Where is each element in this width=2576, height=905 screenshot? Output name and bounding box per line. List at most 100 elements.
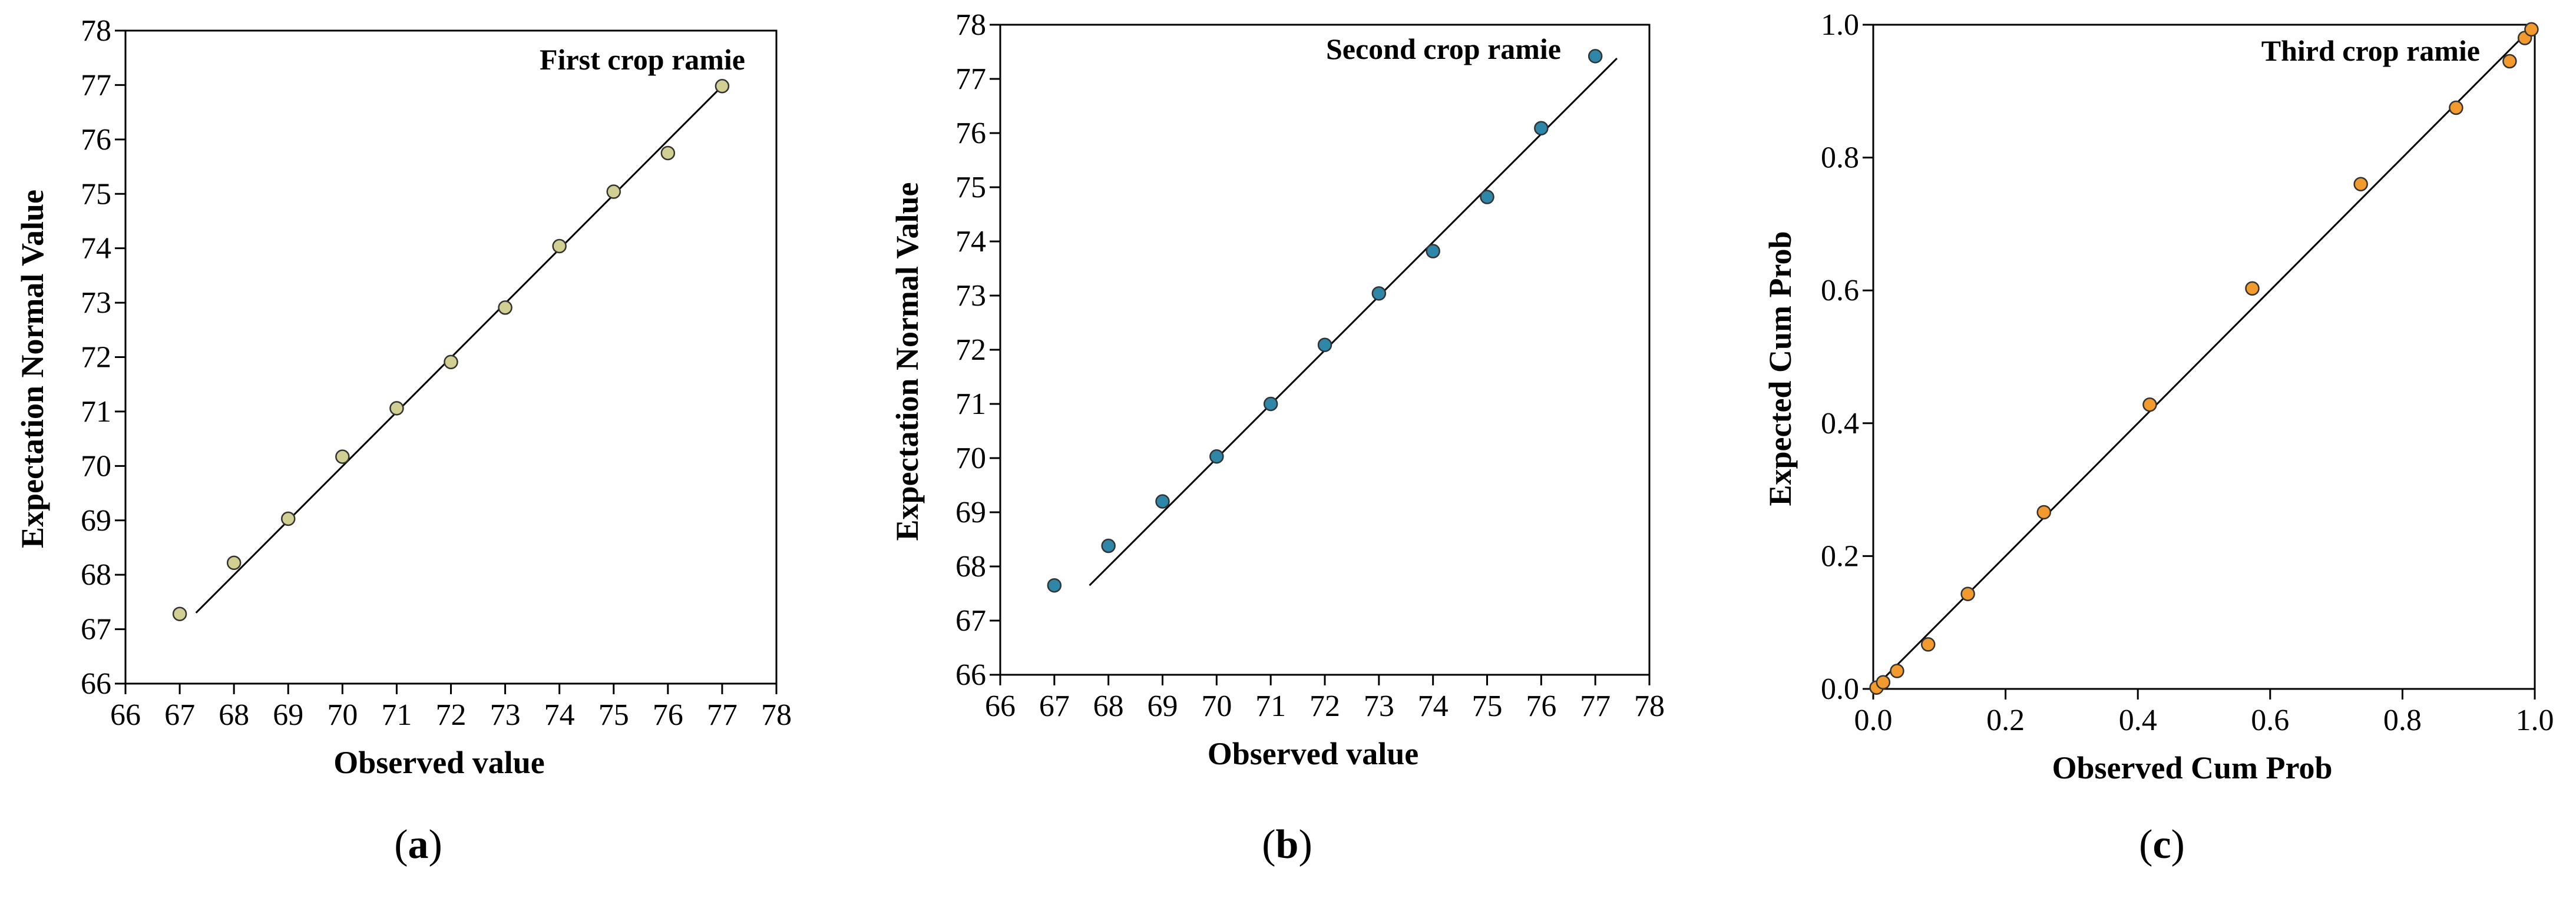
x-tick-label-b: 70 [1201,689,1232,723]
chart-b: 66 67 68 69 70 71 72 73 74 75 76 77 78 66 67 68 69 70 71 72… [889,8,1665,771]
x-tick-label-a: 75 [598,698,629,732]
data-point-b [1155,494,1170,509]
y-axis-label-b: Expectation Normal Value [889,182,925,541]
x-tick-label-a: 72 [436,698,467,732]
plot-frame-c [1872,24,2536,690]
x-tick-label-a: 69 [273,698,303,732]
y-tick-label-b: 70 [955,442,986,475]
x-tick-label-b: 78 [1634,689,1665,723]
y-tick-label-c: 0.8 [1821,141,1859,175]
data-point-a [172,606,187,621]
data-point-a [552,238,567,254]
y-tick-label-a: 73 [81,286,111,320]
data-point-c [2353,177,2368,191]
chart-title-b: Second crop ramie [1326,32,1561,65]
data-point-c [1960,586,1975,601]
data-point-b [1047,578,1062,593]
y-tick-label-a: 70 [81,449,111,483]
y-tick-label-c: 1.0 [1821,8,1859,42]
y-tick-label-c: 0.2 [1821,539,1859,573]
y-tick-label-b: 66 [955,658,986,692]
data-point-c [2142,397,2157,412]
x-tick-label-b: 73 [1364,689,1394,723]
y-tick-label-b: 78 [955,8,986,42]
reference-line-b [1089,57,1618,586]
data-point-a [498,300,512,315]
x-tick-label-a: 76 [653,698,683,732]
y-tick-label-b: 72 [955,333,986,367]
y-tick-label-b: 75 [955,171,986,204]
y-tick-label-a: 66 [81,667,111,701]
data-point-b [1588,49,1603,64]
caption-a: (a) [394,822,442,867]
x-tick-label-c: 0.6 [2251,704,2289,737]
data-point-b [1534,121,1549,135]
x-tick-label-b: 69 [1148,689,1178,723]
x-tick-label-b: 74 [1418,689,1449,723]
y-tick-label-b: 67 [955,604,986,638]
y-tick-label-a: 78 [81,14,111,48]
y-tick-label-b: 77 [955,62,986,96]
x-tick-label-a: 71 [381,698,412,732]
data-point-a [715,79,730,94]
data-point-a [606,184,621,199]
x-tick-label-b: 66 [985,689,1016,723]
data-point-b [1263,396,1278,412]
x-tick-label-b: 76 [1526,689,1556,723]
x-tick-label-a: 66 [110,698,141,732]
x-tick-label-a: 68 [219,698,249,732]
data-point-c [1890,664,1904,678]
data-point-c [2502,54,2517,69]
y-tick-label-c: 0.6 [1821,274,1859,307]
data-point-c [2036,505,2051,520]
data-point-b [1209,449,1224,464]
data-point-a [335,449,350,464]
data-point-a [281,511,296,526]
x-tick-label-b: 77 [1580,689,1611,723]
y-tick-label-a: 67 [81,613,111,647]
y-tick-label-b: 68 [955,550,986,584]
y-axis-label-a: Expectation Normal Value [15,190,50,548]
y-tick-label-b: 74 [955,225,986,258]
data-point-b [1480,190,1494,204]
x-tick-label-a: 70 [327,698,358,732]
x-tick-label-a: 78 [761,698,792,732]
y-tick-label-c: 0.0 [1821,672,1859,706]
x-tick-label-c: 0.4 [2119,704,2157,737]
x-tick-label-a: 74 [544,698,575,732]
x-axis-label-c: Observed Cum Prob [2052,750,2332,785]
y-tick-label-c: 0.4 [1821,407,1859,440]
caption-b: (b) [1262,822,1312,867]
chart-title-a: First crop ramie [540,43,745,76]
x-tick-label-b: 68 [1093,689,1124,723]
data-point-a [226,555,242,571]
data-point-c [2245,281,2260,296]
reference-line-c [1872,24,2536,690]
y-tick-label-b: 71 [955,387,986,421]
data-point-c [2524,22,2539,37]
y-tick-label-b: 69 [955,496,986,529]
chart-c: 0.0 0.2 0.4 0.6 0.8 1.0 0.0 0.2 0.4 0.6 0.8 1.0 Obse… [1762,8,2554,785]
data-point-a [660,145,676,161]
x-tick-label-b: 75 [1472,689,1503,723]
data-point-b [1426,244,1440,258]
y-axis-label-c: Expected Cum Prob [1762,231,1798,506]
y-tick-label-a: 69 [81,504,111,538]
x-tick-label-c: 1.0 [2516,704,2554,737]
x-tick-label-b: 71 [1255,689,1286,723]
y-tick-label-a: 71 [81,395,111,429]
data-point-c [1920,637,1936,652]
data-point-a [389,401,404,416]
data-point-b [1101,538,1116,553]
x-tick-label-a: 73 [490,698,521,732]
chart-a: 66 67 68 69 70 71 72 73 74 75 76 77 78 66 67 68 69 70 71 72… [15,14,792,780]
x-tick-label-c: 0.2 [1986,704,2025,737]
y-tick-label-a: 77 [81,68,111,102]
x-tick-label-a: 77 [707,698,738,732]
chart-title-c: Third crop ramie [2261,34,2480,67]
y-tick-label-b: 73 [955,279,986,313]
data-point-c [1876,675,1891,689]
y-tick-label-b: 76 [955,117,986,150]
y-tick-label-a: 76 [81,123,111,157]
